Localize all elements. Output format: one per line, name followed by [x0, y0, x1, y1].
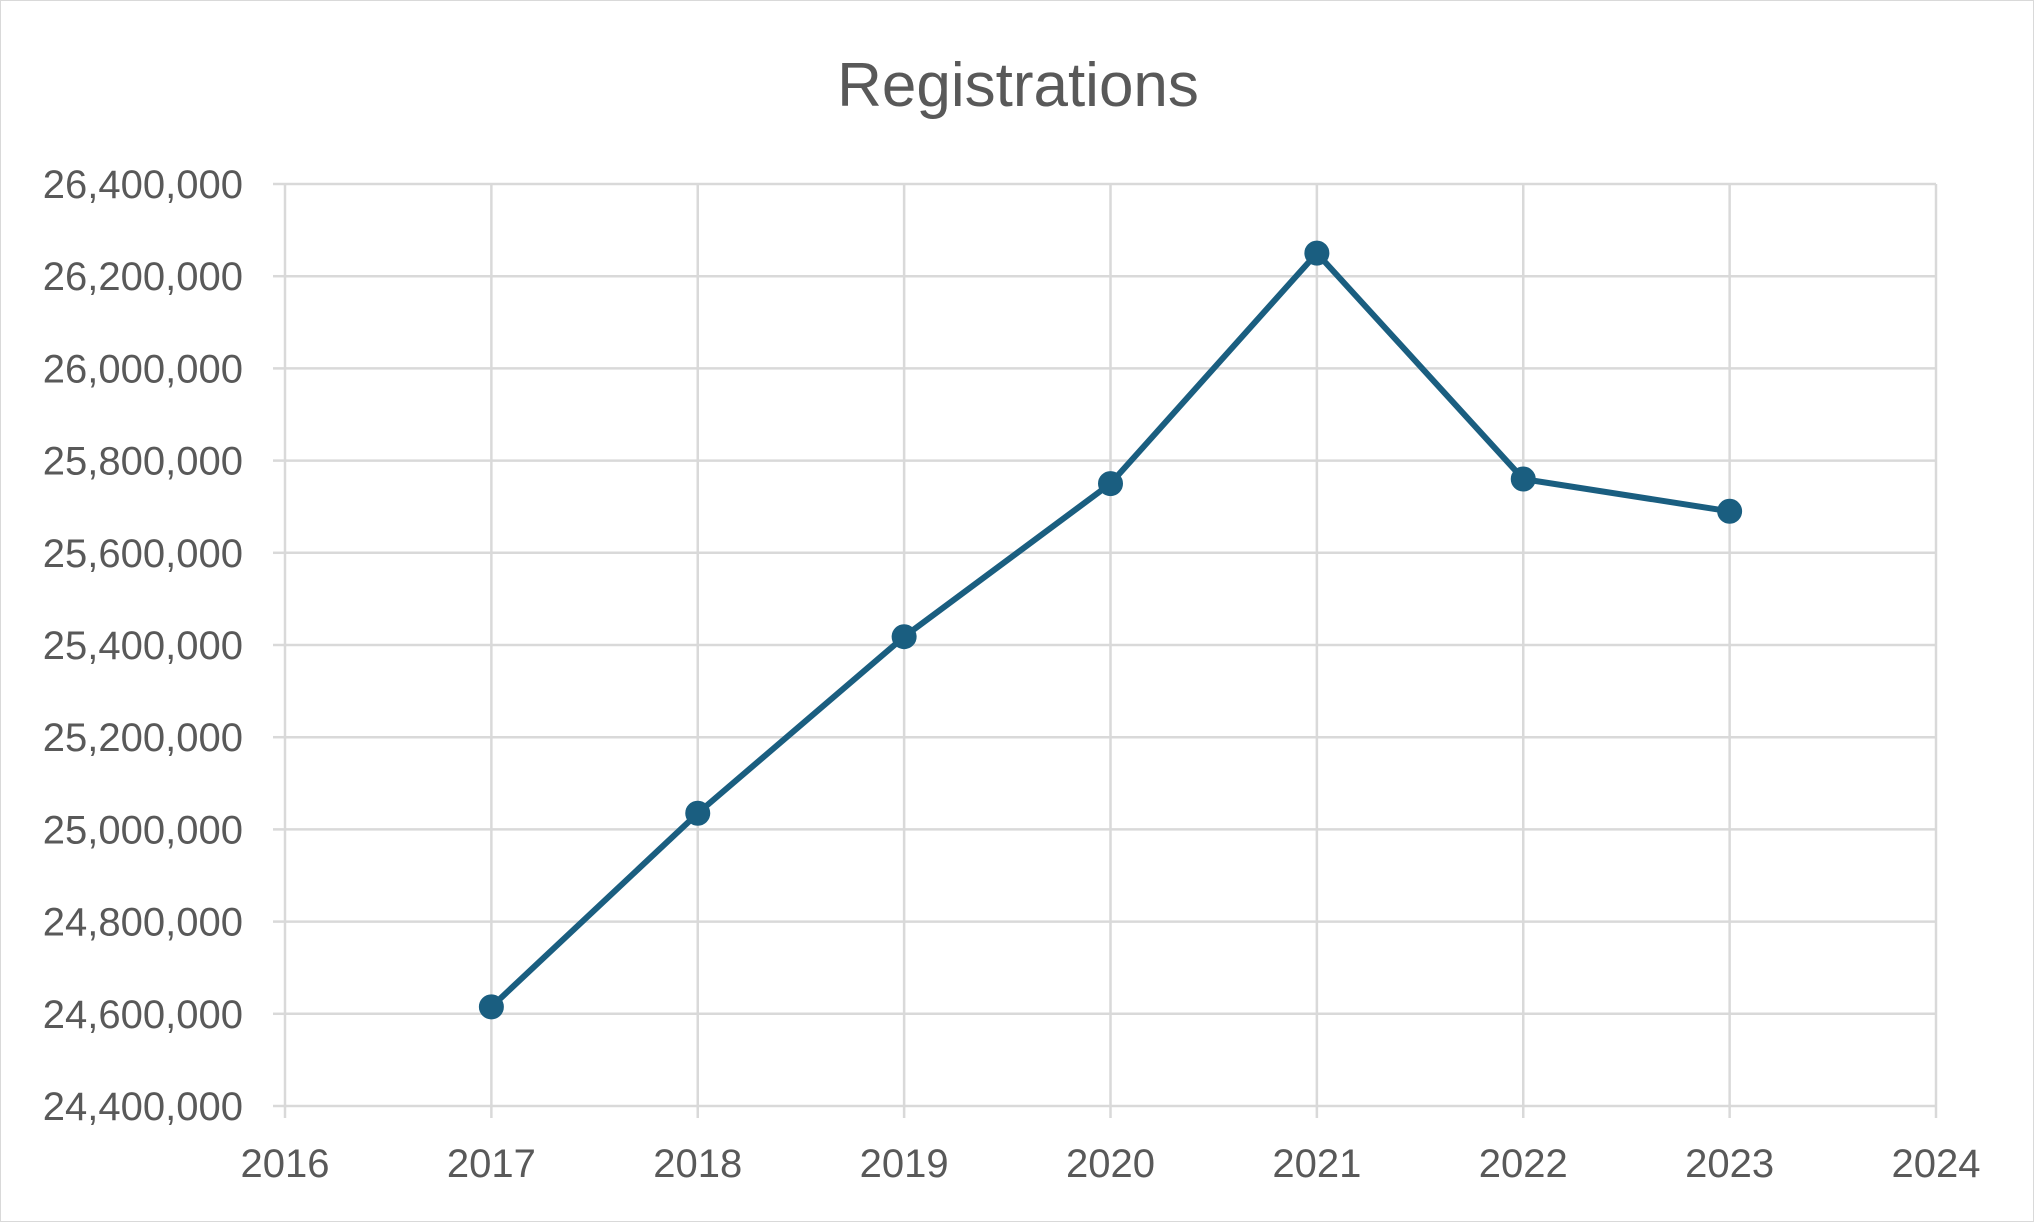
y-tick-label: 25,000,000 — [43, 808, 243, 852]
y-tick-label: 25,600,000 — [43, 532, 243, 576]
x-tick-label: 2024 — [1892, 1142, 1981, 1186]
data-point — [1717, 498, 1743, 524]
y-tick-label: 25,200,000 — [43, 716, 243, 760]
y-tick-label: 24,600,000 — [43, 993, 243, 1037]
y-tick-label: 24,400,000 — [43, 1085, 243, 1129]
x-tick-label: 2016 — [241, 1142, 330, 1186]
data-point — [478, 994, 504, 1020]
y-axis-labels: 24,400,000 24,600,000 24,800,000 25,000,000… — [43, 163, 243, 1129]
data-point — [1510, 466, 1536, 492]
y-tick-label: 25,400,000 — [43, 624, 243, 668]
data-point — [891, 624, 917, 650]
y-tick-label: 24,800,000 — [43, 901, 243, 945]
x-tick-label: 2021 — [1272, 1142, 1361, 1186]
data-point — [1304, 240, 1330, 266]
grid-layer — [273, 182, 1938, 1118]
data-point — [685, 800, 711, 826]
x-tick-label: 2018 — [653, 1142, 742, 1186]
x-tick-label: 2022 — [1479, 1142, 1568, 1186]
x-axis-labels: 2016 2017 2018 2019 2020 2021 2022 2023 2024 — [241, 1142, 1981, 1186]
series-layer — [478, 240, 1743, 1020]
y-tick-label: 25,800,000 — [43, 440, 243, 484]
x-tick-label: 2020 — [1066, 1142, 1155, 1186]
x-tick-label: 2023 — [1685, 1142, 1774, 1186]
y-tick-label: 26,400,000 — [43, 163, 243, 207]
data-point — [1098, 471, 1123, 497]
x-tick-label: 2017 — [447, 1142, 536, 1186]
y-tick-label: 26,000,000 — [43, 347, 243, 391]
chart-title: Registrations — [837, 51, 1199, 120]
y-tick-label: 26,200,000 — [43, 255, 243, 299]
x-tick-label: 2019 — [860, 1142, 949, 1186]
